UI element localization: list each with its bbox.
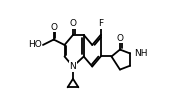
Text: O: O	[50, 23, 57, 32]
Text: N: N	[70, 62, 76, 71]
Text: O: O	[117, 33, 123, 43]
Text: O: O	[70, 19, 76, 28]
Text: HO: HO	[28, 40, 41, 49]
Text: F: F	[98, 19, 103, 28]
Text: NH: NH	[134, 49, 147, 58]
